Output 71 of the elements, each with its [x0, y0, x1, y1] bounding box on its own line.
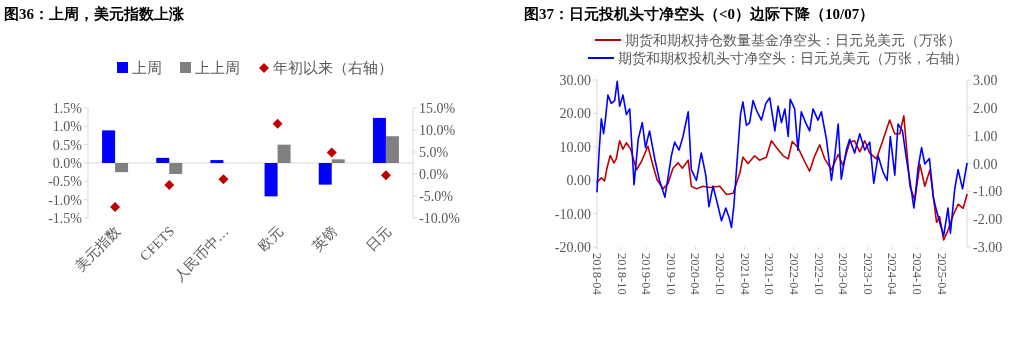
y-tick-label: 10.00: [559, 139, 591, 155]
point: [110, 202, 121, 212]
y-tick-label: -20.00: [554, 240, 591, 255]
x-tick-label: 2019-10: [663, 253, 678, 295]
x-tick-label: 2022-10: [811, 253, 826, 295]
x-tick-label: 2024-10: [910, 253, 925, 295]
y2-tick-label: 15.0%: [419, 101, 456, 116]
bar: [372, 117, 386, 163]
y2-tick-label: 0.0%: [419, 167, 449, 182]
bar: [277, 144, 291, 163]
y-tick-label: 0.00: [566, 173, 591, 189]
y-tick-label: 0.5%: [52, 137, 83, 153]
bar: [102, 130, 116, 163]
y-tick-label: 1.0%: [52, 119, 83, 135]
x-tick-label: 2024-04: [885, 253, 900, 296]
legend-label: 上周: [132, 60, 162, 76]
y2-tick-label: 5.0%: [419, 145, 449, 160]
y2-tick-label: 3.00: [973, 73, 998, 88]
bar: [331, 159, 345, 163]
x-tick-label: 2018-04: [590, 253, 604, 296]
legend-label: 上上周: [195, 60, 240, 76]
x-tick-label: 2020-04: [688, 253, 703, 296]
y-tick-label: -0.5%: [48, 174, 83, 190]
bar: [318, 163, 332, 185]
point: [380, 170, 391, 181]
point: [164, 180, 175, 190]
line-series: [596, 80, 968, 237]
point: [272, 118, 283, 129]
legend-label: 期货和期权持仓数量基金净空头：日元兑美元（万张）: [625, 33, 961, 48]
chart-title: 图37：日元投机头寸净空头（<0）边际下降（10/07）: [524, 5, 875, 22]
x-tick-label: 美元指数: [73, 223, 124, 274]
legend-label: 期货和期权投机头寸净空头：日元兑美元（万张，右轴）: [618, 51, 968, 66]
x-tick-label: 2023-10: [860, 253, 875, 295]
bar: [169, 163, 183, 174]
y2-tick-label: -5.0%: [419, 189, 454, 204]
y2-tick-label: 0.00: [973, 156, 998, 172]
bar: [385, 136, 399, 163]
x-tick-label: 2020-10: [713, 253, 728, 295]
y-tick-label: -10.00: [554, 206, 591, 222]
y-tick-label: 1.5%: [52, 101, 83, 116]
point: [218, 174, 229, 185]
y-tick-label: -1.0%: [48, 192, 83, 208]
y-tick-label: -1.5%: [48, 211, 83, 226]
y-tick-label: 20.00: [559, 106, 591, 122]
x-tick-label: 2019-04: [639, 253, 654, 296]
y2-tick-label: -2.00: [973, 212, 1003, 228]
x-tick-label: 2021-10: [762, 253, 777, 295]
x-tick-label: 2025-04: [934, 253, 949, 296]
x-tick-label: 2022-04: [786, 253, 801, 296]
y2-tick-label: 10.0%: [419, 123, 456, 138]
point: [326, 147, 337, 158]
y2-tick-label: 2.00: [973, 100, 998, 116]
y2-tick-label: -3.00: [973, 240, 1003, 255]
x-tick-label: 英镑: [309, 223, 340, 254]
chart-title: 图36：上周，美元指数上涨: [4, 5, 185, 22]
bar: [156, 157, 170, 163]
bar: [264, 163, 278, 197]
y2-tick-label: -1.00: [973, 184, 1003, 200]
y2-tick-label: -10.0%: [419, 211, 461, 226]
line-series: [596, 114, 968, 241]
y-tick-label: 0.0%: [52, 156, 83, 171]
y2-tick-label: 1.00: [973, 128, 998, 144]
x-tick-label: 2018-10: [614, 253, 629, 295]
x-tick-label: 欧元: [255, 223, 286, 254]
x-tick-label: 2023-04: [836, 253, 851, 296]
bar: [115, 163, 129, 173]
x-tick-label: 日元: [363, 223, 395, 254]
legend-label: 年初以来（右轴）: [273, 60, 393, 76]
y-tick-label: 30.00: [559, 73, 591, 88]
bar: [210, 160, 224, 163]
x-tick-label: 2021-04: [737, 253, 752, 296]
